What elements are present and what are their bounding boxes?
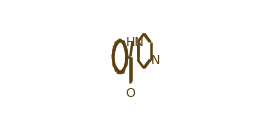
Text: O: O [125,87,135,99]
Text: HN: HN [125,36,144,48]
Text: N: N [151,54,160,66]
